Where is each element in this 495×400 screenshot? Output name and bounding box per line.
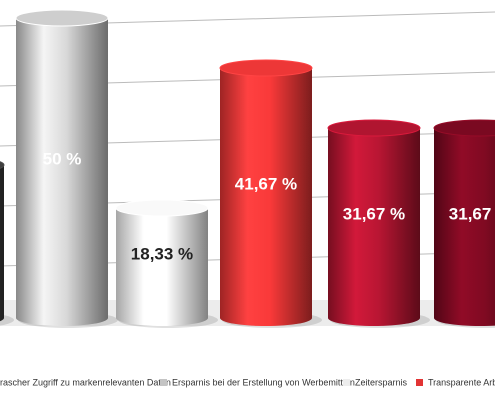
legend-label: Zeitersparnis (355, 377, 408, 387)
value-label: 18,33 % (131, 244, 193, 263)
bar-top (327, 119, 421, 137)
bar (116, 208, 208, 318)
legend-label: Transparente Arbeits (428, 377, 495, 387)
legend-swatch (343, 379, 350, 386)
legend-swatch (416, 379, 423, 386)
value-label: 31,67 % (449, 204, 495, 223)
bar (434, 127, 495, 318)
bar-top (219, 59, 313, 77)
bar-top (115, 199, 209, 217)
value-label: 50 % (43, 149, 82, 168)
legend-label: rascher Zugriff zu markenrelevanten Date… (0, 377, 171, 387)
legend-label: Ersparnis bei der Erstellung von Werbemi… (172, 377, 355, 387)
bar-top (0, 161, 5, 169)
bar-top (15, 9, 109, 27)
legend-swatch (160, 379, 167, 386)
bar (16, 18, 108, 318)
bar (220, 67, 312, 318)
bar (328, 127, 420, 318)
value-label: 41,67 % (235, 174, 297, 193)
bar (0, 165, 4, 318)
value-label: 31,67 % (343, 204, 405, 223)
bar-top (433, 119, 495, 137)
